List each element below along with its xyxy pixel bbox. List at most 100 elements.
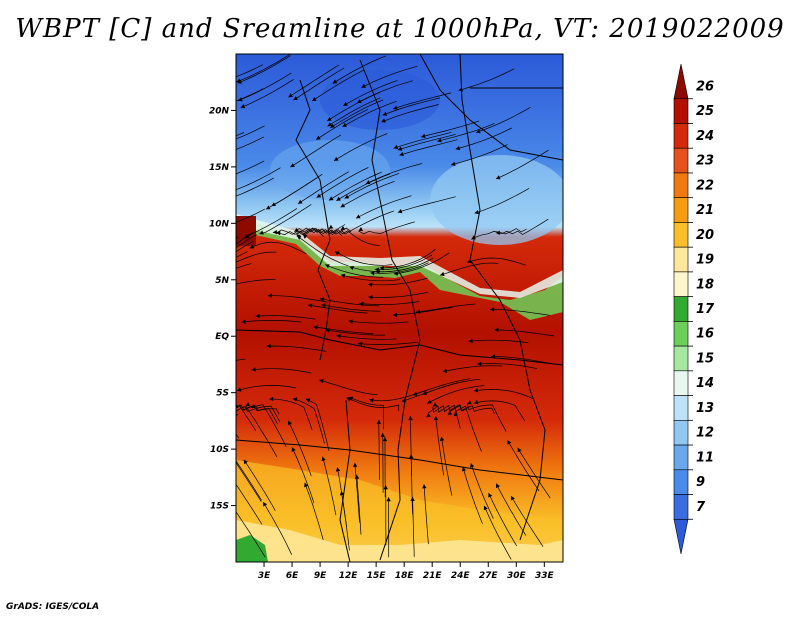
streamline-arrow xyxy=(312,97,317,101)
streamline-arrow xyxy=(226,190,231,194)
streamline-arrow xyxy=(229,450,233,455)
streamline-arrow xyxy=(218,401,223,405)
streamline-arrow xyxy=(393,271,398,276)
lat-tick-label: 15N xyxy=(209,163,230,173)
streamline-arrow xyxy=(409,454,414,459)
streamline-arrow xyxy=(422,390,428,395)
streamline xyxy=(449,404,495,414)
streamline-arrow xyxy=(287,420,292,426)
streamline xyxy=(374,254,433,270)
streamline-arrow xyxy=(194,278,198,282)
streamline xyxy=(393,252,450,275)
streamline xyxy=(236,511,266,558)
streamline-arrow xyxy=(209,180,213,184)
streamline-arrow xyxy=(468,338,473,344)
colorbar-swatch-top xyxy=(673,63,689,100)
white-band xyxy=(236,214,563,298)
streamline xyxy=(236,125,265,140)
streamline xyxy=(236,251,248,258)
streamline-arrow xyxy=(476,129,481,134)
streamline xyxy=(236,234,258,249)
streamline-arrow xyxy=(358,341,363,347)
lon-axis: 3E 6E 9E 12E 15E 18E 21E 24E 27E 30E 33E xyxy=(258,562,555,581)
streamline xyxy=(287,420,312,477)
streamline-arrow xyxy=(220,266,225,270)
streamline-arrow xyxy=(340,226,346,230)
streamline-arrow xyxy=(237,79,242,84)
streamline-arrow xyxy=(321,303,326,308)
streamline-arrow xyxy=(245,402,251,406)
streamline-arrow xyxy=(292,397,298,402)
streamline xyxy=(437,123,495,142)
streamline xyxy=(427,385,485,404)
streamline xyxy=(236,462,262,502)
streamline-arrow xyxy=(399,152,404,157)
streamline xyxy=(348,396,384,430)
streamline xyxy=(336,173,391,201)
streamline-arrow xyxy=(461,467,467,472)
streamline xyxy=(305,398,330,451)
colorbar-swatch xyxy=(673,271,689,297)
mid-blue-patch xyxy=(270,140,390,200)
streamline xyxy=(236,263,252,269)
streamline xyxy=(330,99,384,129)
streamline-arrow xyxy=(361,83,366,88)
streamline xyxy=(495,218,549,235)
streamline xyxy=(236,251,277,263)
streamline xyxy=(393,92,452,110)
streamline xyxy=(422,378,481,395)
streamline xyxy=(267,295,328,303)
streamline xyxy=(237,55,291,84)
streamline xyxy=(243,459,276,511)
streamline-arrow xyxy=(263,502,267,507)
streamline-arrow xyxy=(240,104,246,109)
streamline-arrow xyxy=(344,194,350,199)
streamline-arrow xyxy=(507,440,512,445)
streamline-arrow xyxy=(177,307,181,311)
streamline-arrow xyxy=(293,96,298,101)
colorbar-label: 19 xyxy=(696,253,714,268)
green-sw-patch xyxy=(236,535,268,562)
lat-tick-label: 5S xyxy=(216,389,229,399)
streamline-arrow xyxy=(432,402,438,407)
streamline xyxy=(328,171,382,201)
streamline-arrow xyxy=(353,462,358,467)
streamline-arrow xyxy=(236,413,239,417)
streamline-arrow xyxy=(447,410,453,416)
streamline xyxy=(410,454,413,515)
colorbar-label: 13 xyxy=(696,401,714,416)
streamline-arrow xyxy=(305,398,311,403)
streamline-arrow xyxy=(259,230,264,235)
streamline-arrow xyxy=(272,230,277,235)
streamline-arrow xyxy=(455,146,461,151)
streamline xyxy=(358,221,415,235)
lon-tick-label: 18E xyxy=(395,571,415,581)
streamline-arrow xyxy=(249,244,255,249)
streamline xyxy=(361,65,418,88)
colorbar-swatch xyxy=(673,494,689,520)
streamline xyxy=(316,109,369,140)
streamline xyxy=(495,483,527,536)
colorbar-label: 25 xyxy=(696,104,714,119)
streamline xyxy=(382,97,441,116)
streamline xyxy=(470,463,494,519)
colorbar-swatch xyxy=(673,370,689,396)
streamline xyxy=(336,335,397,340)
colorbar-label: 18 xyxy=(696,277,714,292)
streamline xyxy=(439,262,499,276)
streamline xyxy=(454,405,482,452)
lat-tick-label: 10N xyxy=(209,219,230,229)
streamline xyxy=(251,368,312,374)
streamline-arrow xyxy=(494,327,499,333)
streamline-arrow xyxy=(319,379,324,384)
streamline-arrow xyxy=(216,285,220,289)
streamline xyxy=(266,345,327,352)
streamline xyxy=(236,132,245,137)
streamline xyxy=(490,309,550,316)
streamline-arrow xyxy=(276,230,281,236)
lon-tick-label: 33E xyxy=(535,571,555,581)
streamline xyxy=(236,208,266,223)
chart-title: WBPT [C] and Sreamline at 1000hPa, VT: 2… xyxy=(15,14,785,44)
streamline xyxy=(288,64,340,98)
streamline-arrow xyxy=(340,203,346,208)
